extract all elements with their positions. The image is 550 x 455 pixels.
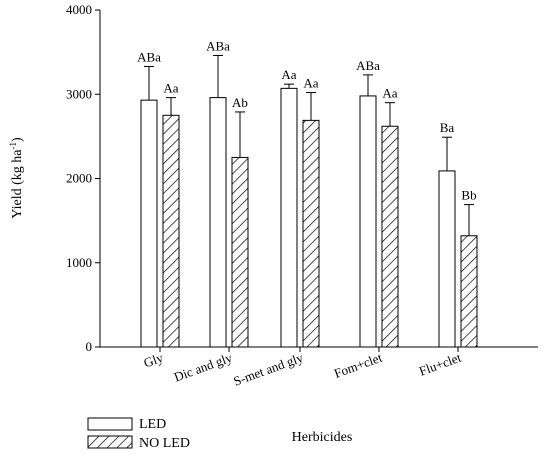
bar-no-led <box>302 119 320 348</box>
legend-label-no-led: NO LED <box>139 436 190 451</box>
significance-label: Aa <box>163 81 178 96</box>
y-tick-label: 4000 <box>66 2 92 17</box>
significance-label: Aa <box>281 67 296 82</box>
significance-label: Bb <box>461 188 476 203</box>
y-tick-label: 3000 <box>66 86 92 101</box>
y-tick-label: 2000 <box>66 171 92 186</box>
legend-swatch-led <box>87 417 133 431</box>
legend-label-led: LED <box>139 417 166 432</box>
significance-label: Aa <box>303 76 318 91</box>
y-axis-title-sup: -1 <box>8 142 18 150</box>
y-ticks: 0 1000 2000 3000 4000 <box>66 2 100 354</box>
y-axis-title-main: Yield (kg ha <box>10 149 25 219</box>
significance-label: ABa <box>356 58 380 73</box>
significance-label: Ba <box>440 120 455 135</box>
significance-label: Aa <box>382 86 397 101</box>
bar-no-led <box>162 114 180 348</box>
legend-swatch-no-led <box>87 435 133 449</box>
bar-led <box>438 170 456 348</box>
x-tick-label: Gly <box>142 350 166 371</box>
x-tick-label: Fom+clet <box>332 350 384 381</box>
y-axis-title-end: ) <box>10 137 25 142</box>
bar-no-led <box>381 125 399 348</box>
y-axis-title: Yield (kg ha-1) <box>8 137 25 219</box>
bar-led <box>280 87 298 348</box>
significance-label: ABa <box>137 49 161 64</box>
x-tick-label: Flu+clet <box>417 350 463 379</box>
significance-label: ABa <box>206 38 230 53</box>
bar-led <box>359 95 377 348</box>
y-tick-label: 1000 <box>66 255 92 270</box>
bar-no-led <box>231 156 249 348</box>
significance-label: Ab <box>232 95 248 110</box>
x-tick-label: S-met and gly <box>231 350 305 389</box>
x-tick-label: Dic and gly <box>172 350 235 385</box>
legend: LED NO LED <box>87 417 190 451</box>
bar-led <box>140 99 158 348</box>
bar-led <box>209 97 227 348</box>
bar-no-led <box>460 235 478 348</box>
y-tick-label: 0 <box>86 339 93 354</box>
x-axis-title: Herbicides <box>292 430 353 445</box>
